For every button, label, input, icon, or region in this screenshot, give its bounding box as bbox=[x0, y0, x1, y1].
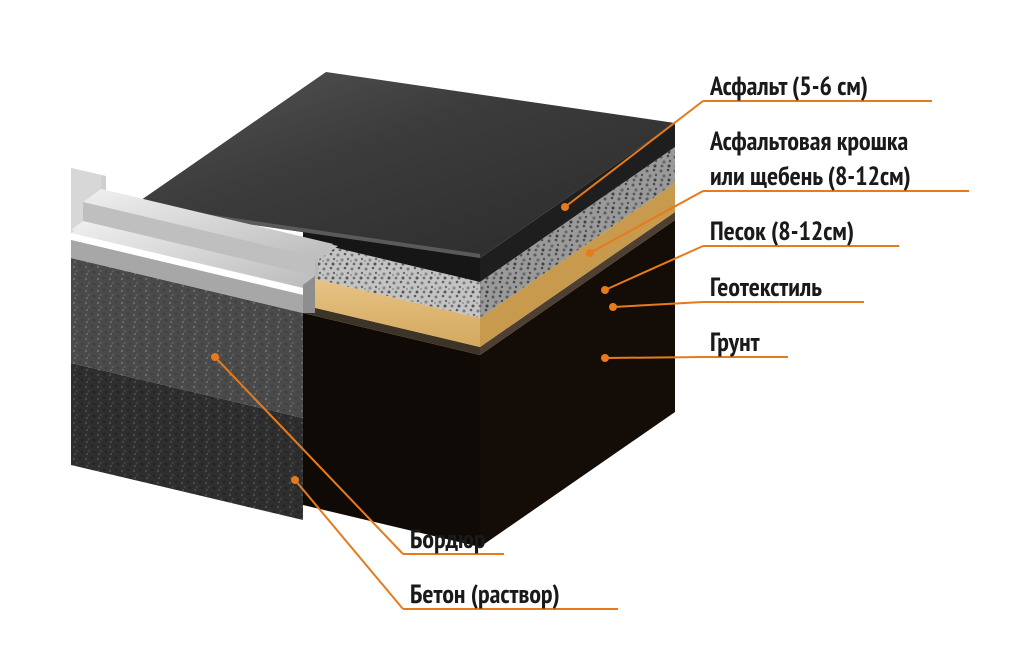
svg-text:Геотекстиль: Геотекстиль bbox=[710, 271, 822, 304]
svg-text:Асфальтовая крошка: Асфальтовая крошка bbox=[709, 125, 908, 158]
svg-text:или щебень (8-12см): или щебень (8-12см) bbox=[710, 160, 911, 193]
svg-text:Грунт: Грунт bbox=[710, 326, 760, 359]
svg-text:Песок (8-12см): Песок (8-12см) bbox=[710, 215, 854, 248]
svg-text:Бордюр: Бордюр bbox=[410, 523, 485, 556]
svg-text:Бетон (раствор): Бетон (раствор) bbox=[410, 578, 560, 611]
svg-text:Асфальт (5-6 см): Асфальт (5-6 см) bbox=[709, 70, 868, 103]
cross-section-diagram: Асфальт (5-6 см) Асфальтовая крошкаили ще… bbox=[0, 0, 1024, 651]
